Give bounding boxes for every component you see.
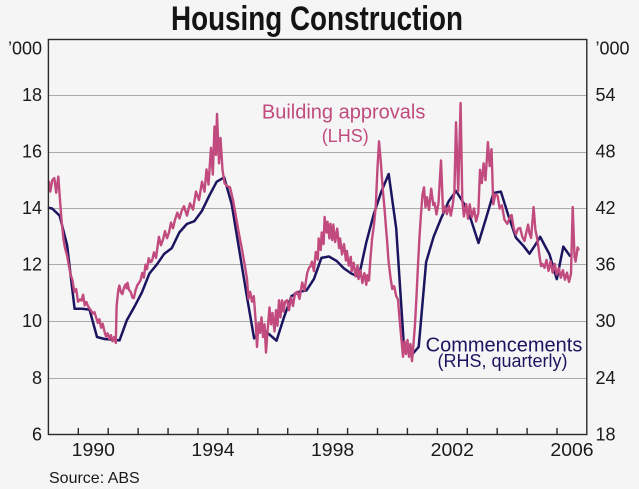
svg-text:Housing Construction: Housing Construction xyxy=(171,0,463,38)
svg-text:1998: 1998 xyxy=(311,440,354,460)
svg-text:’000: ’000 xyxy=(8,39,42,59)
svg-text:1994: 1994 xyxy=(191,440,234,460)
svg-text:14: 14 xyxy=(22,198,42,218)
svg-text:6: 6 xyxy=(32,425,42,445)
svg-text:12: 12 xyxy=(22,255,42,275)
svg-text:42: 42 xyxy=(596,198,616,218)
svg-text:Building approvals: Building approvals xyxy=(262,102,425,124)
svg-text:10: 10 xyxy=(22,311,42,331)
svg-text:36: 36 xyxy=(596,255,616,275)
svg-text:54: 54 xyxy=(596,85,616,105)
svg-text:30: 30 xyxy=(596,311,616,331)
svg-text:Commencements: Commencements xyxy=(426,335,583,357)
svg-text:2006: 2006 xyxy=(550,440,593,460)
svg-text:(LHS): (LHS) xyxy=(322,126,369,146)
svg-text:8: 8 xyxy=(32,368,42,388)
svg-text:1990: 1990 xyxy=(72,440,115,460)
svg-text:48: 48 xyxy=(596,142,616,162)
svg-text:(RHS, quarterly): (RHS, quarterly) xyxy=(437,351,567,371)
svg-text:2002: 2002 xyxy=(431,440,474,460)
svg-text:’000: ’000 xyxy=(596,39,630,59)
svg-text:18: 18 xyxy=(596,425,616,445)
svg-text:24: 24 xyxy=(596,368,616,388)
svg-text:16: 16 xyxy=(22,142,42,162)
svg-text:18: 18 xyxy=(22,85,42,105)
svg-text:Source: ABS: Source: ABS xyxy=(49,470,140,487)
